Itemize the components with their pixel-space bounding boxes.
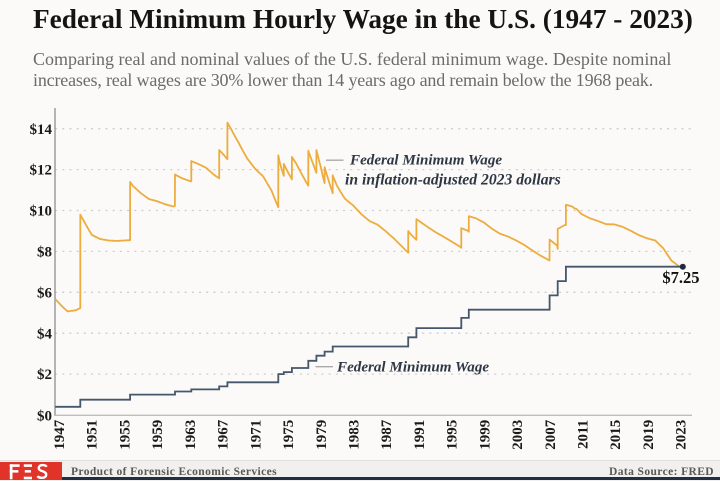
svg-text:1991: 1991 bbox=[412, 420, 428, 450]
svg-text:1947: 1947 bbox=[52, 419, 68, 450]
svg-text:1967: 1967 bbox=[216, 419, 232, 450]
svg-text:1975: 1975 bbox=[281, 420, 297, 450]
svg-text:1987: 1987 bbox=[379, 419, 395, 450]
svg-text:1959: 1959 bbox=[150, 420, 166, 450]
svg-text:in inflation-adjusted 2023 dol: in inflation-adjusted 2023 dollars bbox=[345, 171, 561, 188]
svg-text:1951: 1951 bbox=[85, 420, 101, 450]
svg-text:2023: 2023 bbox=[674, 420, 690, 450]
svg-text:$12: $12 bbox=[30, 163, 53, 179]
svg-text:1995: 1995 bbox=[445, 420, 461, 450]
svg-text:2015: 2015 bbox=[608, 420, 624, 450]
svg-text:1999: 1999 bbox=[477, 420, 493, 450]
svg-text:$7.25: $7.25 bbox=[662, 268, 699, 287]
svg-text:2019: 2019 bbox=[641, 420, 657, 450]
svg-text:1963: 1963 bbox=[183, 420, 199, 450]
svg-text:$14: $14 bbox=[30, 122, 53, 138]
svg-text:$2: $2 bbox=[37, 367, 52, 383]
svg-text:$8: $8 bbox=[37, 245, 52, 261]
svg-text:1983: 1983 bbox=[347, 420, 363, 450]
svg-text:2007: 2007 bbox=[543, 419, 559, 450]
svg-text:1971: 1971 bbox=[248, 420, 264, 450]
svg-text:2011: 2011 bbox=[576, 420, 592, 449]
svg-text:$4: $4 bbox=[37, 326, 53, 342]
svg-text:Federal Minimum Wage: Federal Minimum Wage bbox=[336, 360, 489, 376]
svg-text:$6: $6 bbox=[37, 285, 53, 301]
svg-text:1955: 1955 bbox=[117, 420, 133, 450]
svg-text:Federal Minimum Wage: Federal Minimum Wage bbox=[349, 153, 502, 169]
svg-text:2003: 2003 bbox=[510, 420, 526, 450]
svg-text:$10: $10 bbox=[30, 204, 53, 220]
svg-text:$0: $0 bbox=[37, 408, 52, 424]
svg-text:1979: 1979 bbox=[314, 420, 330, 450]
